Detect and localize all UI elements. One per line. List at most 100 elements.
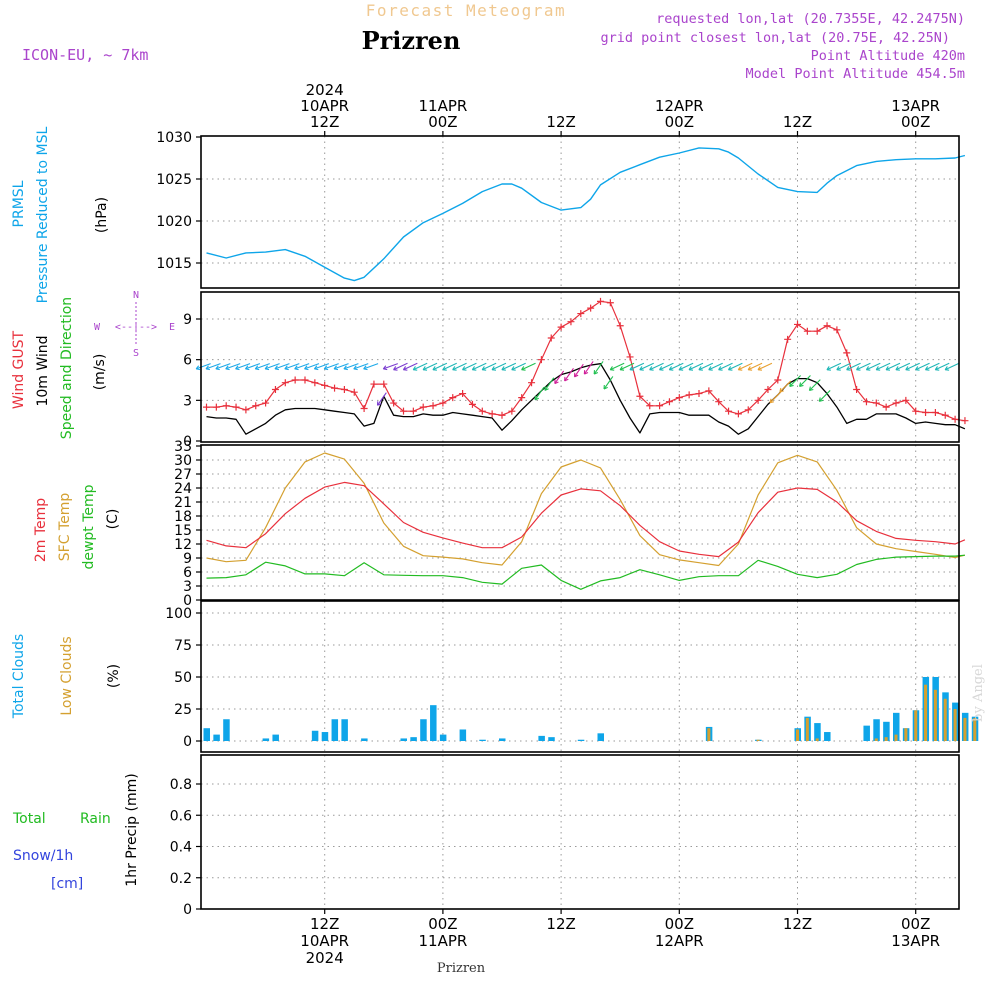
wind-arrow [747,362,763,371]
wind-arrow [462,362,477,371]
panel-frame [200,135,960,289]
wind-arrow-head [264,365,270,371]
wind-arrow [789,375,802,387]
wind-arrow [659,362,674,371]
gust-marker [498,411,506,419]
gust-marker [882,403,890,411]
wind-arrow-head [688,366,694,371]
wind-arrow [353,363,369,370]
wind-arrow [609,362,625,371]
wind-arrow [885,362,901,371]
wind-arrow [205,363,221,370]
total-cloud-bar [577,739,585,741]
compass-north: N [133,290,139,301]
y-tick-label: 0.4 [170,840,192,856]
header-model-altitude: Model Point Altitude 454.5m [746,66,965,82]
wind-arrow [836,362,851,371]
time-label-bottom: 12APR [655,932,704,950]
wind-arrow [809,379,821,391]
time-label-top: 10APR [300,97,349,115]
gust-marker [734,410,742,418]
wind-arrow [255,363,270,370]
total-cloud-bar [814,723,821,741]
wind-arrow-head [875,366,881,371]
wind-arrow-head [789,382,794,387]
wind-arrow-head [442,366,447,371]
wind-arrow [935,362,950,371]
wind-arrow-head [639,366,644,371]
total-cloud-bar [538,735,545,741]
gust-marker [931,409,939,417]
wind-arrow [432,362,448,371]
wind-arrow-head [294,365,299,371]
wind-arrow-head [895,366,900,371]
gust-marker [941,411,949,419]
wind-arrow-head [462,366,467,371]
gust-marker [360,404,368,412]
gust-marker [902,396,910,404]
wind-arrow-head [649,366,654,371]
wind-arrow [412,362,428,371]
wind-arrow-head [244,365,250,371]
gust-marker [764,385,772,393]
total-cloud-bar [341,719,348,741]
gust-marker [547,334,555,342]
total-cloud-bar [213,734,220,741]
y-tick-label: 0.8 [170,777,192,793]
low-cloud-bar [943,698,947,741]
watermark: by Angel [971,664,986,722]
wind-arrow-head [924,366,930,371]
gust-marker [537,356,545,364]
gust-marker [577,310,585,318]
time-label-bottom: 12Z [546,915,575,933]
wind-arrow [698,362,714,371]
wind-arrow-head [629,366,634,371]
wind-arrow [688,362,704,371]
gust-marker [508,407,516,415]
y-tick-label: 9 [183,551,192,567]
precip-label-total: Total [12,811,46,827]
gust-marker [853,385,861,393]
gust-marker [892,399,900,407]
gust-marker [597,297,604,305]
gust-marker [488,410,496,418]
wind-arrow [225,363,241,370]
gust-marker [813,327,821,335]
wind-arrow-head [836,366,841,371]
wind-arrow-head [678,366,684,371]
gust-marker [646,402,654,410]
wind-arrow-head [698,366,703,371]
wind-arrow-head [363,365,368,371]
total-cloud-bar [262,738,270,741]
wind-arrow [728,362,743,371]
wind-arrow-head [422,366,428,371]
wind-arrow-head [376,401,382,406]
temp-label-dewpt: dewpt Temp [81,484,97,569]
pressure-label-desc: Pressure Reduced to MSL [35,126,51,303]
gust-marker [843,349,851,357]
wind-arrow-head [564,376,569,382]
wind-arrow [521,362,536,371]
wind-arrow [583,361,594,375]
wind-arrow-head [471,366,477,371]
wind-arrow [235,363,251,370]
y-tick-label: 27 [174,467,192,483]
panel-frames [200,135,960,910]
wind-arrow [403,362,418,371]
total-cloud-bar [203,728,210,741]
header-title: Forecast Meteogram [366,1,566,20]
header-grid-point: grid point closest lon,lat (20.75E, 42.2… [601,30,951,46]
wind-arrow-head [274,365,279,371]
wind-arrow-head [323,365,329,371]
wind-arrow-head [583,370,589,375]
wind-arrow [215,363,231,370]
wind-arrow-head [511,366,516,371]
wind-arrow [534,386,545,401]
time-label-bottom: 00Z [901,915,930,933]
wind-arrow [619,362,635,371]
series-lines [206,147,966,590]
wind-arrow [393,362,408,371]
wind-arrow-head [501,366,506,371]
total-cloud-bar [321,732,329,741]
wind-arrow [779,380,792,393]
